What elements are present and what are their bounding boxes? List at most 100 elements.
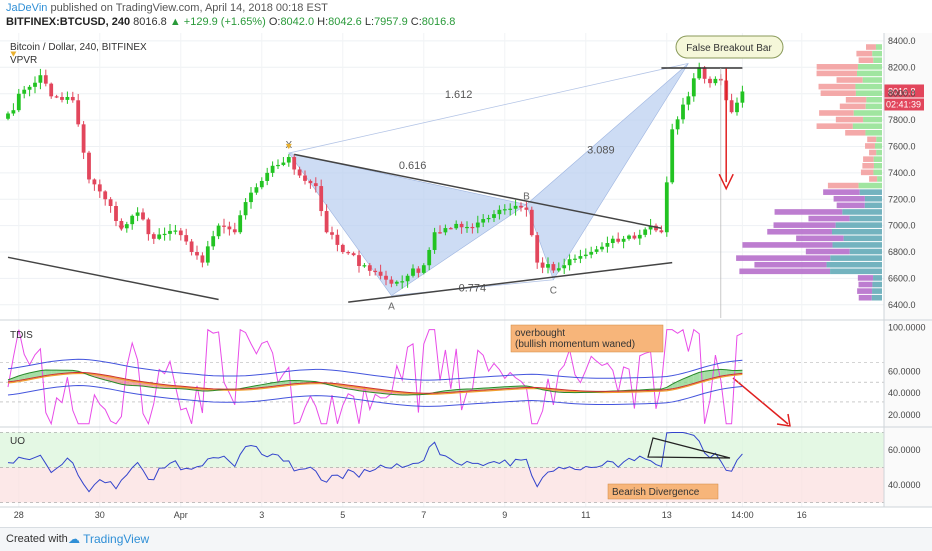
tradingview-logo[interactable]: ☁ TradingView xyxy=(68,532,149,546)
time-tick-label: Apr xyxy=(174,510,188,520)
candle-body xyxy=(633,236,637,239)
price-tick-label: 8400.0 xyxy=(888,36,916,46)
candle-body xyxy=(66,97,70,100)
volume-bar-up xyxy=(857,71,882,77)
candle-body xyxy=(28,87,32,90)
candle-body xyxy=(211,236,215,246)
tdis-pane[interactable] xyxy=(0,320,884,427)
candle-body xyxy=(681,105,685,120)
candle-body xyxy=(314,183,318,186)
price-change: ▲ +129.9 (+1.65%) xyxy=(170,16,266,28)
volume-bar-down xyxy=(859,57,874,63)
candle-body xyxy=(476,223,480,228)
volume-bar-down xyxy=(739,269,830,275)
tradingview-brand: TradingView xyxy=(83,532,149,546)
volume-bar-up xyxy=(830,255,882,261)
volume-bar-down xyxy=(817,123,853,129)
candle-body xyxy=(260,181,264,187)
candle-body xyxy=(498,210,502,214)
volume-bar-up xyxy=(855,84,882,90)
candle-body xyxy=(471,227,475,228)
price-pane[interactable] xyxy=(0,33,884,320)
candle-body xyxy=(465,227,469,228)
volume-bar-up xyxy=(860,189,882,195)
candle-body xyxy=(514,206,518,209)
close-value: 8016.8 xyxy=(422,16,456,28)
volume-bar-down xyxy=(856,51,872,57)
candle-body xyxy=(535,235,539,262)
candle-body xyxy=(93,179,97,184)
time-tick-label: 9 xyxy=(502,510,507,520)
candle-body xyxy=(622,239,626,242)
candle-body xyxy=(352,253,356,255)
uo-overbought-zone xyxy=(0,433,884,468)
candle-body xyxy=(519,206,523,208)
pattern-ratio-label: 3.089 xyxy=(587,145,615,157)
candle-body xyxy=(627,236,631,239)
candle-body xyxy=(141,212,145,219)
volume-bar-up xyxy=(872,295,882,301)
author-link[interactable]: JaDeVin xyxy=(6,2,47,14)
candle-body xyxy=(643,229,647,234)
candle-body xyxy=(87,153,91,180)
volume-bar-down xyxy=(867,137,876,143)
candle-body xyxy=(309,181,313,183)
high-label: H: xyxy=(317,16,328,28)
time-tick-label: 16 xyxy=(797,510,807,520)
volume-bar-up xyxy=(859,183,882,189)
uo-lines xyxy=(0,433,884,503)
volume-bar-up xyxy=(876,150,882,156)
chart-area[interactable]: 8016.802:41:39 XABCD1.6120.6163.0890.774… xyxy=(0,32,932,527)
volume-bar-up xyxy=(873,275,882,281)
candle-body xyxy=(384,276,388,280)
candle-body xyxy=(206,246,210,262)
volume-bar-down xyxy=(859,295,872,301)
price-tick-label: 8200.0 xyxy=(888,62,916,72)
uo-tick-label: 60.0000 xyxy=(888,445,921,455)
time-tick-label: 3 xyxy=(259,510,264,520)
price-pane-title: Bitcoin / Dollar, 240, BITFINEX xyxy=(10,42,147,53)
candle-body xyxy=(17,94,21,110)
candle-body xyxy=(147,219,151,234)
volume-bar-down xyxy=(863,156,874,162)
candle-body xyxy=(444,228,448,232)
volume-bar-up xyxy=(836,222,882,228)
candle-body xyxy=(98,184,102,191)
price-tick-label: 7200.0 xyxy=(888,194,916,204)
volume-bar-up xyxy=(874,163,882,169)
candle-body xyxy=(390,280,394,284)
pattern-point-label: A xyxy=(388,302,395,313)
volume-bar-down xyxy=(742,242,832,248)
volume-bar-down xyxy=(869,176,877,182)
time-tick-label: 7 xyxy=(421,510,426,520)
symbol-label[interactable]: BITFINEX:BTCUSD, 240 xyxy=(6,16,130,28)
candle-body xyxy=(616,239,620,242)
low-value: 7957.9 xyxy=(374,16,408,28)
candle-body xyxy=(449,228,453,229)
volume-bar-down xyxy=(808,216,849,222)
candle-body xyxy=(584,255,588,256)
candle-body xyxy=(741,91,745,102)
candle-body xyxy=(417,268,421,272)
candle-body xyxy=(109,199,113,206)
volume-bar-up xyxy=(873,170,882,176)
volume-bar-down xyxy=(821,90,856,96)
candle-body xyxy=(22,90,26,94)
candle-body xyxy=(735,103,739,112)
candle-body xyxy=(55,96,59,97)
volume-bar-down xyxy=(845,130,865,136)
candle-body xyxy=(687,96,691,104)
candle-body xyxy=(174,231,178,232)
price-tick-label: 7800.0 xyxy=(888,115,916,125)
candle-body xyxy=(660,230,664,232)
candle-body xyxy=(330,232,334,235)
volume-bar-up xyxy=(876,137,882,143)
candle-body xyxy=(670,129,674,182)
candle-body xyxy=(276,165,280,166)
time-tick-label: 30 xyxy=(95,510,105,520)
pattern-point-label: C xyxy=(550,286,557,297)
high-value: 8042.6 xyxy=(328,16,362,28)
candle-body xyxy=(152,234,156,239)
volume-bar-down xyxy=(857,288,872,294)
volume-bar-up xyxy=(865,196,882,202)
